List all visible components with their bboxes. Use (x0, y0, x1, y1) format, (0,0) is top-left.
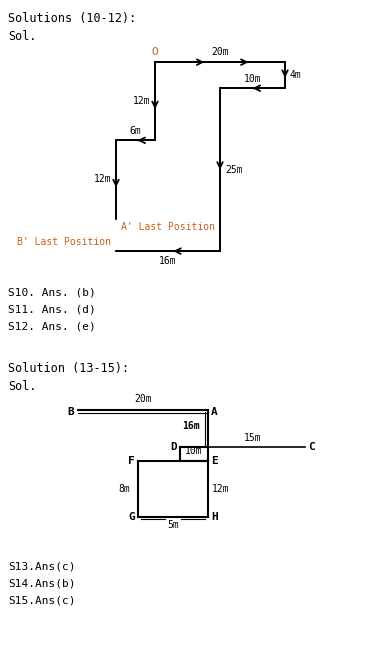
Text: 12m: 12m (93, 175, 111, 185)
Text: Sol.: Sol. (8, 380, 37, 393)
Text: S11. Ans. (d): S11. Ans. (d) (8, 305, 96, 315)
Text: S12. Ans. (e): S12. Ans. (e) (8, 322, 96, 332)
Text: 12m: 12m (212, 484, 230, 494)
Text: 4m: 4m (290, 70, 302, 80)
Text: 16m: 16m (159, 256, 177, 266)
Text: S15.Ans(c): S15.Ans(c) (8, 596, 75, 606)
Text: Sol.: Sol. (8, 30, 37, 43)
Text: 6m: 6m (130, 126, 141, 137)
Text: 5m: 5m (167, 520, 179, 530)
Text: 20m: 20m (134, 394, 152, 404)
Text: B' Last Position: B' Last Position (17, 237, 111, 247)
Text: 10m: 10m (244, 74, 261, 84)
Text: O: O (152, 47, 158, 57)
Text: B: B (67, 407, 74, 417)
Text: 25m: 25m (225, 165, 243, 175)
Text: 20m: 20m (211, 47, 229, 57)
Text: 10m: 10m (185, 446, 203, 456)
Text: S10. Ans. (b): S10. Ans. (b) (8, 288, 96, 298)
Text: S13.Ans(c): S13.Ans(c) (8, 562, 75, 572)
Text: Solutions (10-12):: Solutions (10-12): (8, 12, 136, 25)
Text: 15m: 15m (244, 433, 261, 443)
Text: 16m: 16m (182, 421, 200, 432)
Text: F: F (128, 456, 135, 466)
Text: G: G (128, 512, 135, 522)
Text: C: C (308, 442, 315, 452)
Text: A: A (211, 407, 218, 417)
Text: D: D (170, 442, 177, 452)
Text: A' Last Position: A' Last Position (121, 221, 215, 231)
Text: H: H (211, 512, 218, 522)
Text: 12m: 12m (132, 97, 150, 106)
Text: S14.Ans(b): S14.Ans(b) (8, 579, 75, 589)
Text: E: E (211, 456, 218, 466)
Text: Solution (13-15):: Solution (13-15): (8, 362, 129, 374)
Text: 8m: 8m (118, 484, 130, 494)
